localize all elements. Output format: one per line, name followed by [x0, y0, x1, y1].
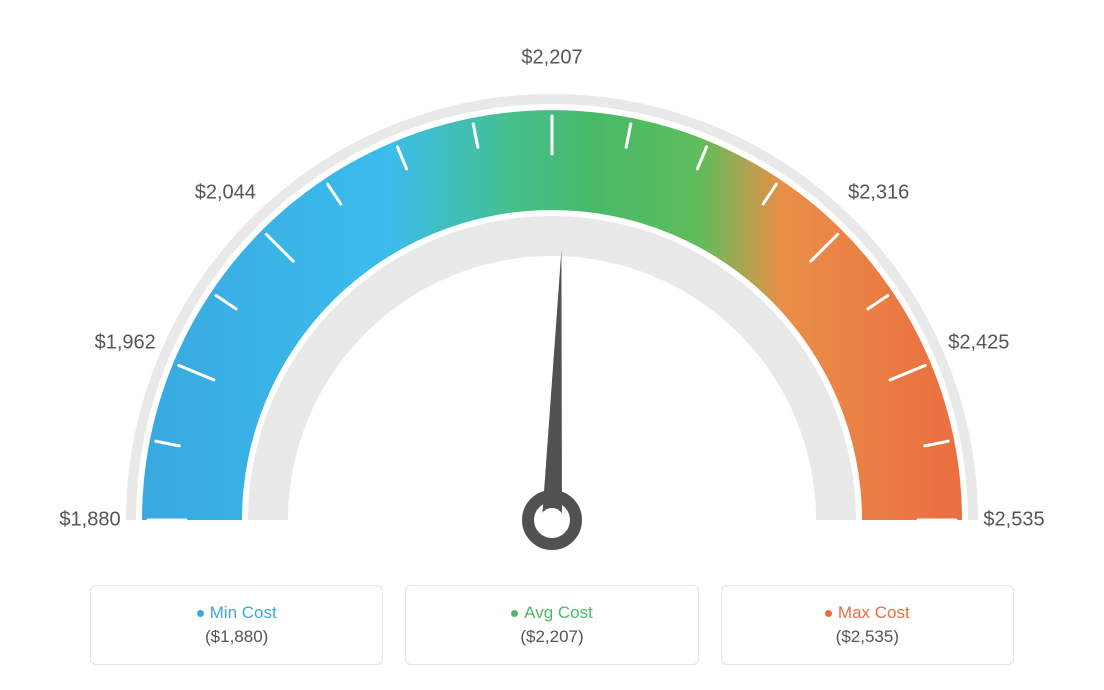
legend-max-dot: [825, 610, 832, 617]
legend-avg-card: Avg Cost ($2,207): [405, 585, 698, 665]
gauge: $1,880 $1,962 $2,044 $2,207 $2,316 $2,425 $2,5…: [0, 0, 1104, 560]
legend-avg-dot: [511, 610, 518, 617]
legend-row: Min Cost ($1,880) Avg Cost ($2,207) Max …: [90, 585, 1014, 665]
gauge-tick-label: $2,535: [983, 509, 1044, 532]
legend-min-card: Min Cost ($1,880): [90, 585, 383, 665]
gauge-tick-label: $2,044: [195, 182, 256, 205]
legend-max-value: ($2,535): [836, 627, 899, 647]
gauge-tick-label: $1,880: [59, 509, 120, 532]
legend-max-title: Max Cost: [838, 603, 910, 623]
legend-avg-value: ($2,207): [520, 627, 583, 647]
legend-min-dot: [197, 610, 204, 617]
gauge-tick-label: $2,207: [521, 47, 582, 70]
legend-min-value: ($1,880): [205, 627, 268, 647]
legend-max-card: Max Cost ($2,535): [721, 585, 1014, 665]
gauge-tick-label: $2,425: [948, 332, 1009, 355]
legend-avg-title: Avg Cost: [524, 603, 593, 623]
cost-gauge-chart: $1,880 $1,962 $2,044 $2,207 $2,316 $2,425 $2,5…: [0, 0, 1104, 690]
gauge-tick-label: $1,962: [95, 332, 156, 355]
gauge-tick-label: $2,316: [848, 182, 909, 205]
legend-min-title: Min Cost: [210, 603, 277, 623]
